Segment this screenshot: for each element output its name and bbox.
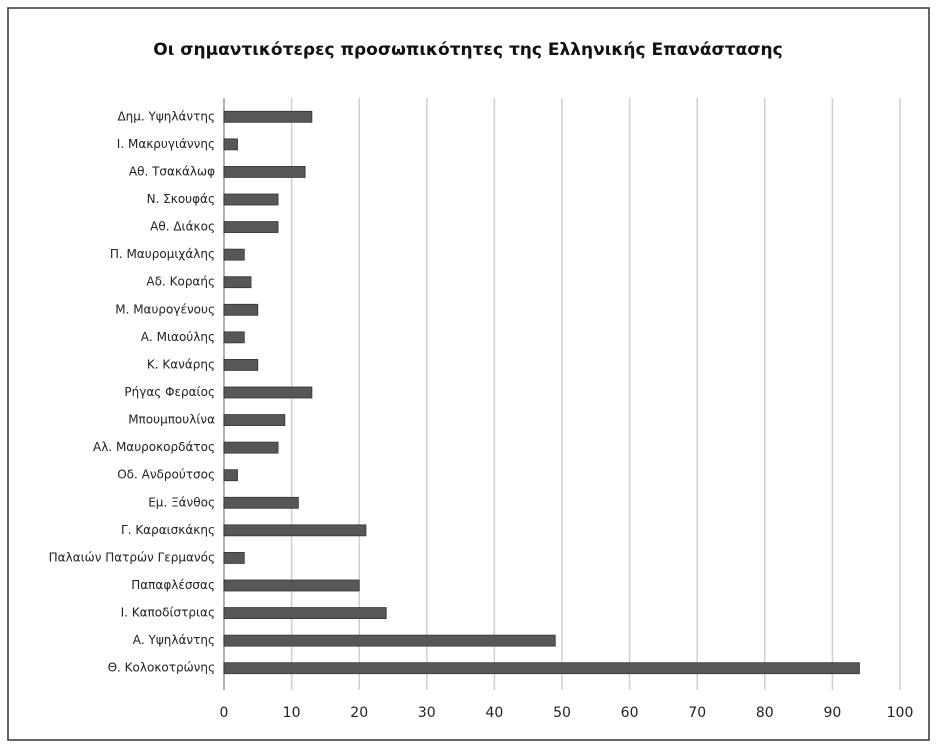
x-tick-label: 70	[688, 705, 706, 721]
bar	[223, 138, 238, 151]
y-tick-label: Εμ. Ξάνθος	[148, 495, 215, 509]
bar	[223, 248, 245, 261]
bar	[223, 193, 279, 206]
x-tick-label: 90	[823, 705, 841, 721]
y-tick-label: Ι. Μακρυγιάννης	[117, 137, 215, 151]
bar	[223, 166, 306, 178]
chart-title: Οι σημαντικότερες προσωπικότητες της Ελλ…	[153, 40, 782, 60]
y-tick-label: Α. Υψηλάντης	[133, 633, 215, 647]
bar	[223, 441, 279, 454]
y-tick-label: Θ. Κολοκοτρώνης	[108, 661, 215, 675]
y-tick-label: Παλαιών Πατρών Γερμανός	[49, 550, 215, 564]
bar	[223, 579, 360, 592]
x-tick-label: 30	[418, 705, 436, 721]
bar	[223, 414, 286, 426]
x-tick-label: 50	[553, 705, 571, 721]
y-tick-label: Ι. Καποδίστριας	[121, 606, 215, 620]
bar	[223, 221, 279, 233]
y-tick-label: Γ. Καραισκάκης	[121, 523, 215, 537]
bar	[223, 469, 238, 482]
x-tick-label: 100	[887, 705, 914, 721]
bar	[223, 386, 313, 399]
bar	[223, 276, 252, 289]
y-tick-label: Παπαφλέσσας	[131, 578, 215, 592]
y-tick-label: Δημ. Υψηλάντης	[117, 109, 215, 123]
bar	[223, 496, 299, 509]
x-tick-label: 40	[485, 705, 503, 721]
bar	[223, 634, 556, 647]
y-tick-label: Ν. Σκουφάς	[147, 192, 215, 206]
x-tick-label: 0	[220, 705, 229, 721]
bar	[223, 303, 259, 316]
bar	[223, 662, 860, 675]
y-tick-label: Οδ. Ανδρούτσος	[117, 468, 215, 482]
x-tick-label: 60	[621, 705, 639, 721]
bar	[223, 607, 387, 619]
y-tick-label: Μπουμπουλίνα	[128, 413, 215, 427]
x-tick-label: 80	[756, 705, 774, 721]
y-tick-label: Αδ. Κοραής	[146, 275, 215, 289]
y-tick-label: Αθ. Διάκος	[150, 220, 215, 234]
x-tick-label: 20	[350, 705, 368, 721]
bar	[223, 331, 245, 344]
y-tick-label: Π. Μαυρομιχάλης	[110, 247, 215, 261]
y-tick-label: Α. Μιαούλης	[141, 330, 215, 344]
chart-border	[7, 7, 930, 741]
bar	[223, 359, 259, 371]
bar	[223, 110, 313, 123]
bar	[223, 524, 367, 537]
y-tick-label: Κ. Κανάρης	[147, 357, 215, 371]
x-tick-label: 10	[283, 705, 301, 721]
y-tick-label: Αθ. Τσακάλωφ	[129, 164, 215, 178]
bar	[223, 552, 245, 564]
y-tick-label: Ρήγας Φεραίος	[124, 385, 215, 399]
y-tick-label: Μ. Μαυρογένους	[115, 302, 215, 316]
y-tick-label: Αλ. Μαυροκορδάτος	[93, 440, 215, 454]
